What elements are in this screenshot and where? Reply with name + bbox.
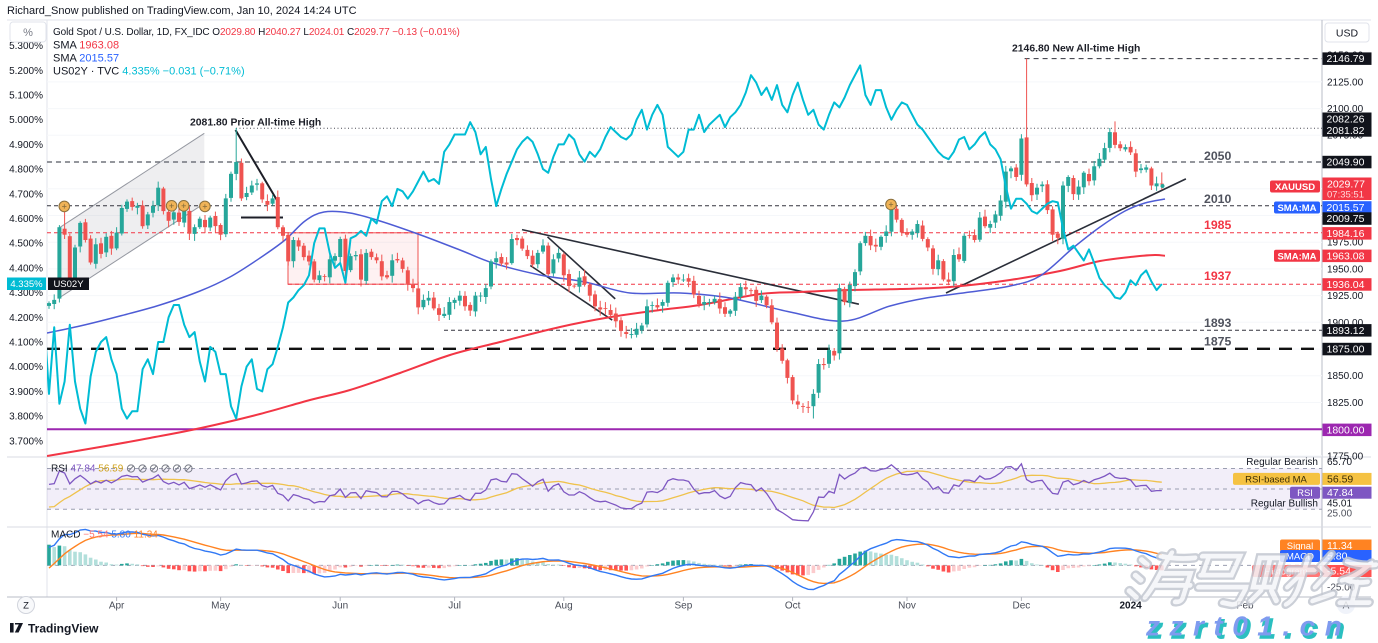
svg-text:2081.82: 2081.82 bbox=[1327, 125, 1365, 137]
svg-text:Regular Bullish: Regular Bullish bbox=[1251, 498, 1318, 509]
svg-text:1875: 1875 bbox=[1204, 335, 1232, 349]
svg-text:Z: Z bbox=[23, 601, 29, 612]
svg-text:Sep: Sep bbox=[675, 601, 693, 612]
svg-text:Aug: Aug bbox=[555, 601, 573, 612]
svg-text:Signal: Signal bbox=[1287, 541, 1313, 552]
svg-text:1893: 1893 bbox=[1204, 316, 1232, 330]
svg-text:4.300%: 4.300% bbox=[9, 288, 43, 299]
svg-text:Feb: Feb bbox=[1236, 601, 1254, 612]
svg-text:Gold Spot / U.S. Dollar, 1D, F: Gold Spot / U.S. Dollar, 1D, FX_IDC O202… bbox=[53, 27, 460, 38]
svg-text:3.700%: 3.700% bbox=[9, 436, 43, 447]
svg-text:2146.80 New All-time High: 2146.80 New All-time High bbox=[1012, 44, 1140, 55]
svg-text:1937: 1937 bbox=[1204, 269, 1232, 283]
svg-text:65.70: 65.70 bbox=[1327, 457, 1352, 468]
svg-text:US02Y · TVC 4.335% −0.031 (−0: US02Y · TVC 4.335% −0.031 (−0.71%) bbox=[53, 66, 245, 78]
svg-text:SMA 1963.08: SMA 1963.08 bbox=[53, 40, 119, 52]
svg-text:4.600%: 4.600% bbox=[9, 214, 43, 225]
svg-text:1984.16: 1984.16 bbox=[1327, 228, 1365, 240]
svg-text:1850.00: 1850.00 bbox=[1327, 371, 1364, 382]
svg-text:1800.00: 1800.00 bbox=[1327, 425, 1365, 437]
svg-text:RSI: RSI bbox=[1297, 488, 1313, 499]
svg-text:1985: 1985 bbox=[1204, 218, 1232, 232]
svg-text:2125.00: 2125.00 bbox=[1327, 77, 1364, 88]
svg-text:TradingView: TradingView bbox=[28, 622, 99, 636]
svg-text:XAUUSD: XAUUSD bbox=[1275, 182, 1315, 193]
svg-text:4.500%: 4.500% bbox=[9, 239, 43, 250]
svg-text:2081.80 Prior All-time High: 2081.80 Prior All-time High bbox=[190, 118, 321, 129]
svg-text:45.01: 45.01 bbox=[1327, 498, 1352, 509]
svg-text:Nov: Nov bbox=[898, 601, 916, 612]
svg-text:4.335%: 4.335% bbox=[10, 279, 43, 290]
svg-text:1900.00: 1900.00 bbox=[1327, 318, 1364, 329]
svg-text:1893.12: 1893.12 bbox=[1327, 325, 1365, 337]
svg-text:1925.00: 1925.00 bbox=[1327, 291, 1364, 302]
svg-text:SMA 2015.57: SMA 2015.57 bbox=[53, 53, 119, 65]
svg-text:3.800%: 3.800% bbox=[9, 412, 43, 423]
svg-text:1775.00: 1775.00 bbox=[1327, 451, 1364, 462]
svg-text:2029.77: 2029.77 bbox=[1327, 179, 1365, 191]
svg-text:56.59: 56.59 bbox=[1327, 473, 1353, 485]
svg-text:07:35:51: 07:35:51 bbox=[1327, 190, 1364, 201]
svg-text:5.100%: 5.100% bbox=[9, 91, 43, 102]
svg-text:2024: 2024 bbox=[1119, 601, 1142, 612]
svg-text:4.400%: 4.400% bbox=[9, 263, 43, 274]
svg-text:Apr: Apr bbox=[109, 601, 125, 612]
svg-text:SMA:MA: SMA:MA bbox=[1277, 251, 1316, 262]
svg-text:USD: USD bbox=[1336, 28, 1359, 40]
svg-text:4.100%: 4.100% bbox=[9, 338, 43, 349]
svg-text:Jun: Jun bbox=[332, 601, 348, 612]
svg-text:2146.79: 2146.79 bbox=[1327, 53, 1365, 65]
svg-text:2050: 2050 bbox=[1204, 149, 1232, 163]
svg-text:Regular Bearish: Regular Bearish bbox=[1246, 457, 1318, 468]
svg-text:2082.26: 2082.26 bbox=[1327, 113, 1365, 125]
svg-text:MACD: MACD bbox=[1286, 551, 1314, 562]
svg-text:US02Y: US02Y bbox=[53, 279, 84, 290]
svg-text:Dec: Dec bbox=[1013, 601, 1031, 612]
svg-text:4.800%: 4.800% bbox=[9, 165, 43, 176]
svg-text:47.84: 47.84 bbox=[1327, 487, 1353, 499]
svg-text:zzrt01.cn: zzrt01.cn bbox=[1148, 613, 1354, 643]
svg-text:2049.90: 2049.90 bbox=[1327, 157, 1365, 169]
svg-text:%: % bbox=[23, 27, 33, 39]
svg-text:SMA:MA: SMA:MA bbox=[1277, 203, 1316, 214]
svg-text:May: May bbox=[211, 601, 230, 612]
svg-text:5.200%: 5.200% bbox=[9, 66, 43, 77]
svg-text:Richard_Snow published on Trad: Richard_Snow published on TradingView.co… bbox=[7, 5, 357, 17]
svg-text:1936.04: 1936.04 bbox=[1327, 279, 1365, 291]
svg-text:5.300%: 5.300% bbox=[9, 41, 43, 52]
svg-text:2015.57: 2015.57 bbox=[1327, 202, 1365, 214]
svg-text:1950.00: 1950.00 bbox=[1327, 264, 1364, 275]
svg-text:RSI 47.84 56.59: RSI 47.84 56.59 bbox=[51, 464, 124, 475]
svg-text:-5.54: -5.54 bbox=[1327, 565, 1351, 577]
svg-text:25.00: 25.00 bbox=[1327, 509, 1352, 520]
svg-text:1875.00: 1875.00 bbox=[1327, 344, 1365, 356]
svg-text:1975.00: 1975.00 bbox=[1327, 238, 1364, 249]
svg-text:4.000%: 4.000% bbox=[9, 362, 43, 373]
svg-text:Oct: Oct bbox=[785, 601, 801, 612]
svg-text:1825.00: 1825.00 bbox=[1327, 398, 1364, 409]
svg-text:Jul: Jul bbox=[448, 601, 461, 612]
svg-text:2009.75: 2009.75 bbox=[1327, 213, 1365, 225]
svg-text:MACD −5.54 5.80 11.34: MACD −5.54 5.80 11.34 bbox=[51, 530, 158, 541]
svg-text:3.900%: 3.900% bbox=[9, 387, 43, 398]
svg-text:2100.00: 2100.00 bbox=[1327, 104, 1364, 115]
svg-text:4.200%: 4.200% bbox=[9, 313, 43, 324]
svg-text:2010: 2010 bbox=[1204, 192, 1232, 206]
svg-text:4.900%: 4.900% bbox=[9, 140, 43, 151]
svg-text:11.34: 11.34 bbox=[1327, 540, 1353, 552]
svg-text:1963.08: 1963.08 bbox=[1327, 250, 1365, 262]
svg-text:4.700%: 4.700% bbox=[9, 189, 43, 200]
svg-text:zzrt01.cn: zzrt01.cn bbox=[1145, 611, 1351, 642]
svg-text:5.000%: 5.000% bbox=[9, 115, 43, 126]
svg-text:RSI-based MA: RSI-based MA bbox=[1245, 474, 1307, 485]
svg-text:-25.00: -25.00 bbox=[1327, 582, 1356, 593]
